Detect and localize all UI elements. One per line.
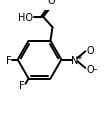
Text: F: F (6, 55, 12, 65)
Text: O: O (86, 64, 94, 74)
Text: O: O (47, 0, 55, 6)
Text: −: − (91, 66, 97, 72)
Text: N: N (71, 55, 79, 65)
Text: F: F (19, 81, 25, 91)
Text: O: O (86, 46, 94, 56)
Text: +: + (76, 54, 82, 60)
Text: HO: HO (18, 13, 33, 23)
